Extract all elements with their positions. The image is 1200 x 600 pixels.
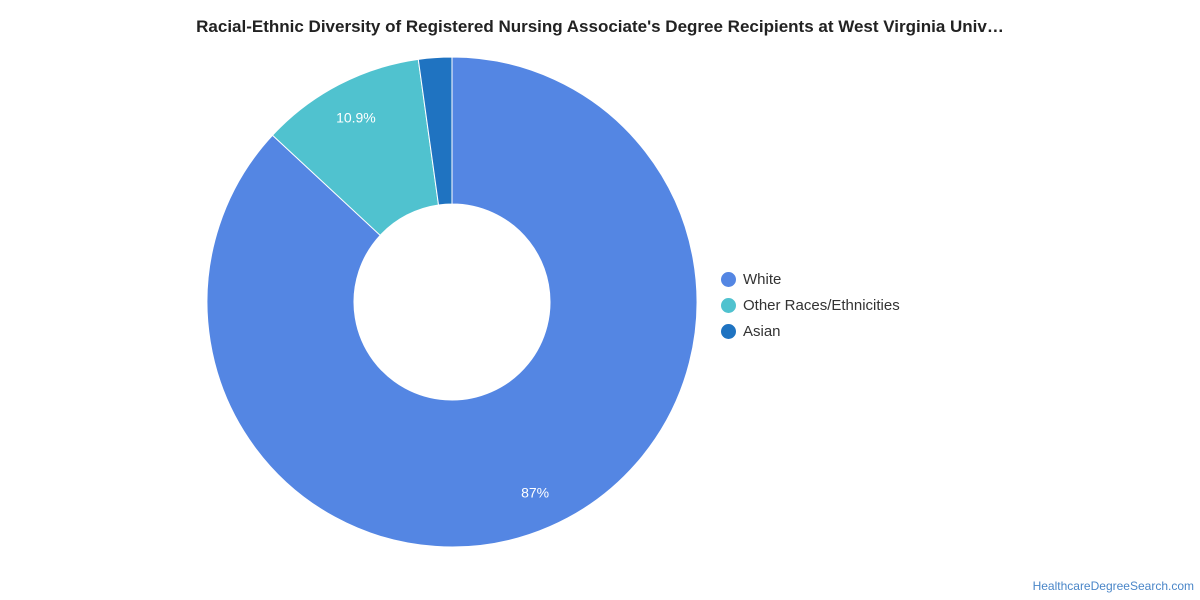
source-link[interactable]: HealthcareDegreeSearch.com	[1032, 579, 1194, 593]
slice-label-other-races: 10.9%	[336, 110, 376, 126]
legend-item-other-races[interactable]: Other Races/Ethnicities	[721, 292, 900, 318]
legend-item-asian[interactable]: Asian	[721, 318, 900, 344]
slice-asian[interactable]	[417, 56, 453, 206]
legend-label-asian: Asian	[743, 322, 781, 340]
chart-title: Racial-Ethnic Diversity of Registered Nu…	[196, 17, 1004, 36]
chart-legend: White Other Races/Ethnicities Asian	[721, 266, 900, 344]
slice-white[interactable]	[206, 56, 698, 548]
slice-label-white: 87%	[521, 485, 549, 501]
legend-swatch-asian	[721, 323, 736, 339]
legend-label-other-races: Other Races/Ethnicities	[743, 296, 900, 314]
legend-swatch-other-races	[721, 297, 736, 313]
legend-swatch-white	[721, 271, 736, 287]
legend-label-white: White	[743, 270, 782, 288]
legend-item-white[interactable]: White	[721, 266, 900, 292]
